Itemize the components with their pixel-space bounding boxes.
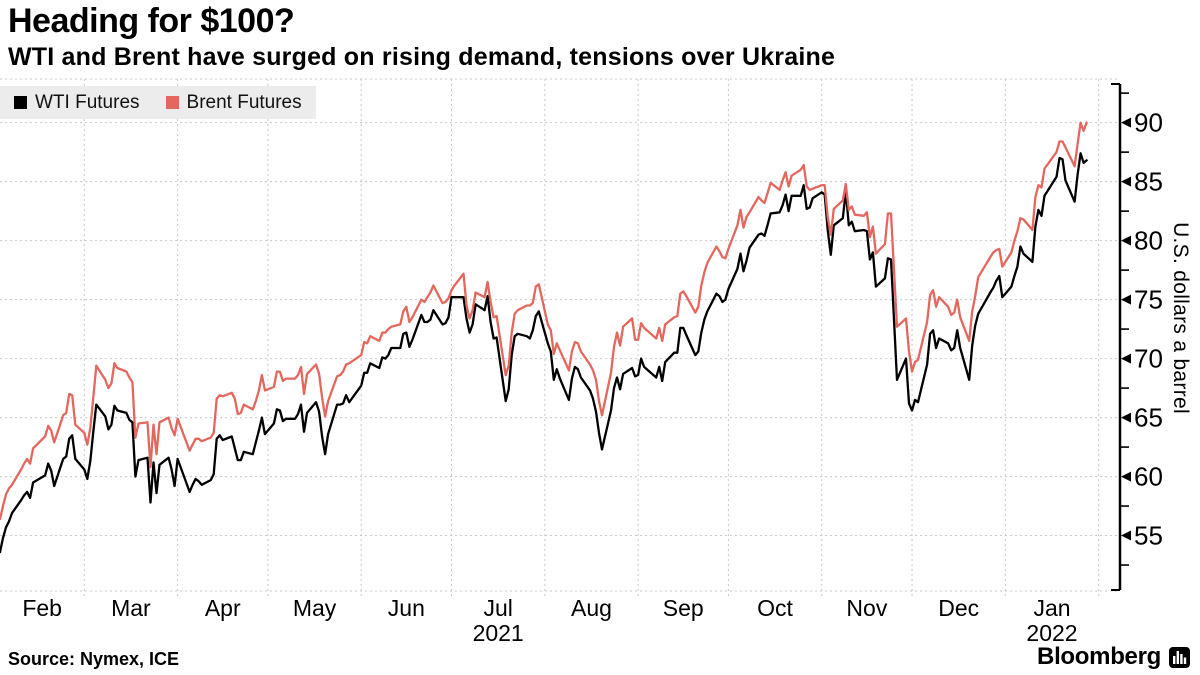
y-axis-label: 60 — [1134, 462, 1163, 492]
legend-label-brent: Brent Futures — [186, 91, 302, 113]
y-major-tick — [1121, 294, 1131, 305]
y-major-tick — [1121, 176, 1131, 187]
chart-legend: WTI Futures Brent Futures — [0, 86, 316, 119]
y-axis-label: 70 — [1134, 344, 1163, 374]
x-axis-label: Nov — [846, 595, 887, 621]
wti-swatch-icon — [14, 96, 27, 109]
y-axis-label: 90 — [1134, 108, 1163, 138]
x-axis-label: Apr — [205, 595, 241, 621]
x-axis-label: Jul — [483, 595, 512, 621]
legend-item-brent: Brent Futures — [165, 91, 302, 114]
x-axis-label: Jun — [388, 595, 425, 621]
y-axis-label: 80 — [1134, 226, 1163, 256]
x-axis-label: Dec — [938, 595, 979, 621]
brent-futures-line — [0, 121, 1088, 521]
legend-item-wti: WTI Futures — [14, 92, 140, 114]
brent-swatch-icon — [165, 96, 179, 109]
x-axis-label: Sep — [663, 595, 704, 621]
page-title: Heading for $100? — [8, 2, 295, 40]
chart-subtitle: WTI and Brent have surged on rising dema… — [8, 43, 836, 71]
y-major-tick — [1121, 530, 1131, 541]
bloomberg-wordmark: Bloomberg — [1037, 643, 1161, 670]
bloomberg-bars-icon — [1169, 646, 1190, 668]
x-axis-label: Jan — [1033, 595, 1070, 621]
y-major-tick — [1121, 235, 1131, 246]
x-axis-year-label: 2022 — [1026, 620, 1077, 646]
x-axis-label: Mar — [111, 595, 151, 621]
y-major-tick — [1121, 117, 1131, 128]
legend-label-wti: WTI Futures — [35, 91, 140, 113]
x-axis-label: Oct — [757, 595, 793, 621]
y-major-tick — [1121, 471, 1131, 482]
y-axis-label: 65 — [1134, 403, 1163, 433]
x-axis-year-label: 2021 — [473, 620, 524, 646]
x-axis-label: Aug — [571, 595, 612, 621]
y-axis-label: 85 — [1134, 167, 1163, 197]
y-axis-label: 75 — [1134, 285, 1163, 315]
y-axis-title: U.S. dollars a barrel — [1169, 222, 1192, 414]
bloomberg-logo: Bloomberg — [1037, 643, 1190, 671]
wti-futures-line — [0, 152, 1088, 554]
y-major-tick — [1121, 353, 1131, 364]
x-axis-label: May — [293, 595, 337, 621]
y-axis-label: 55 — [1134, 521, 1163, 551]
x-axis-label: Feb — [22, 595, 62, 621]
y-major-tick — [1121, 412, 1131, 423]
source-note: Source: Nymex, ICE — [8, 649, 180, 669]
